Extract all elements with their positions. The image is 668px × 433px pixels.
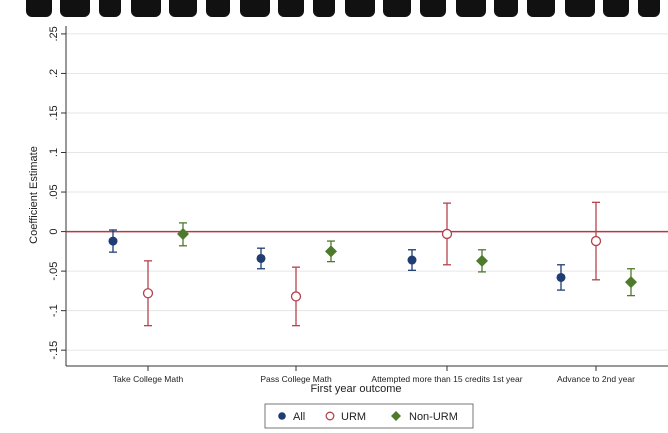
cropped-glyph	[638, 0, 660, 17]
x-tick-label: Pass College Math	[260, 374, 332, 384]
legend-box	[264, 403, 474, 429]
cropped-glyph	[26, 0, 52, 17]
point-estimate-all	[256, 253, 266, 263]
cropped-glyph	[345, 0, 375, 17]
legend: All URM Non-URM	[264, 403, 474, 429]
cropped-glyph	[456, 0, 486, 17]
cropped-glyph	[313, 0, 335, 17]
cropped-glyph	[278, 0, 304, 17]
top-cropped-artifact	[20, 0, 668, 26]
y-tick-label: .1	[48, 148, 60, 157]
legend-marker-urm	[325, 411, 335, 421]
cropped-glyph	[206, 0, 230, 17]
y-axis-ticks: .25 .2 .15 .1 .05 0 -.05 -.1 -.15	[48, 26, 66, 360]
y-tick-label: .05	[48, 184, 60, 199]
cropped-glyph	[603, 0, 629, 17]
y-tick-label: .15	[48, 105, 60, 120]
y-tick-label: -.05	[48, 262, 60, 281]
cropped-glyph	[420, 0, 446, 17]
x-tick-label: Attempted more than 15 credits 1st year	[371, 374, 522, 384]
legend-marker-all	[278, 412, 286, 420]
point-estimate-urm	[290, 291, 302, 302]
legend-label-urm: URM	[341, 411, 366, 423]
point-estimate-urm	[441, 228, 453, 240]
x-tick-label: Take College Math	[113, 374, 184, 384]
x-axis-categories: Take College Math Pass College Math Attemp…	[113, 366, 635, 384]
point-estimate-non-urm	[625, 276, 637, 289]
x-axis-title: First year outcome	[310, 383, 401, 395]
x-tick-label: Advance to 2nd year	[557, 374, 635, 384]
cropped-glyph	[383, 0, 411, 17]
legend-label-all: All	[293, 411, 305, 423]
point-estimate-urm	[142, 288, 154, 299]
point-estimate-non-urm	[177, 227, 189, 240]
point-estimate-all	[108, 236, 118, 246]
cropped-glyph	[131, 0, 161, 17]
cropped-glyph	[494, 0, 518, 17]
point-estimate-non-urm	[476, 254, 488, 267]
cropped-glyph	[565, 0, 595, 17]
cropped-glyph	[99, 0, 121, 17]
y-tick-label: 0	[48, 229, 60, 235]
y-tick-label: -.15	[48, 341, 60, 360]
y-axis-title: Coefficient Estimate	[28, 146, 40, 244]
gridlines	[66, 33, 668, 351]
series-markers	[108, 201, 637, 327]
cropped-glyph	[527, 0, 555, 17]
point-estimate-all	[556, 272, 566, 282]
y-tick-label: .25	[48, 26, 60, 41]
cropped-glyph	[240, 0, 270, 17]
legend-label-non-urm: Non-URM	[409, 411, 458, 423]
cropped-glyph	[169, 0, 197, 17]
legend-marker-non-urm	[391, 411, 401, 421]
y-tick-label: -.1	[48, 304, 60, 317]
y-tick-label: .2	[48, 69, 60, 78]
plot-area	[66, 26, 668, 366]
cropped-glyph	[60, 0, 90, 17]
point-estimate-all	[407, 255, 417, 265]
point-estimate-urm	[590, 235, 602, 247]
point-estimate-non-urm	[325, 245, 337, 258]
